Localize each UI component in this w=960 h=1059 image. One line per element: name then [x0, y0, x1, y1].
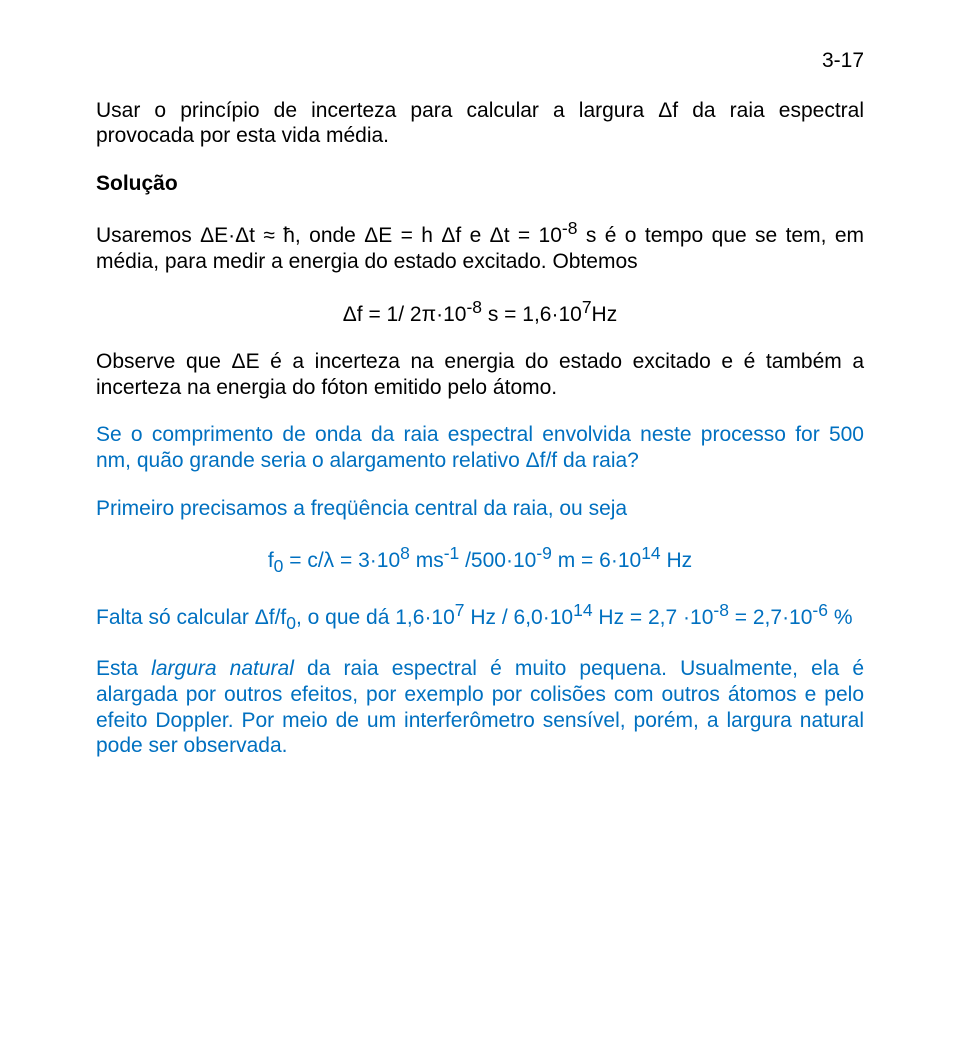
text: m = 6·10 [552, 549, 641, 572]
paragraph-calc: Falta só calcular Δf/f0, o que dá 1,6·10… [96, 600, 864, 635]
page-number: 3-17 [96, 48, 864, 74]
exponent: 14 [641, 543, 660, 563]
text: , o que dá 1,6·10 [296, 606, 455, 629]
exponent: -6 [812, 600, 828, 620]
text: Hz [661, 549, 693, 572]
term-largura-natural: largura natural [151, 657, 294, 680]
formula-f0: f0 = c/λ = 3·108 ms-1 /500·10-9 m = 6·10… [96, 543, 864, 578]
text: ms [410, 549, 444, 572]
text: = 2,7·10 [729, 606, 812, 629]
exponent: 8 [400, 543, 410, 563]
exponent: -8 [713, 600, 729, 620]
paragraph-observe: Observe que ΔE é a incerteza na energia … [96, 349, 864, 400]
subscript: 0 [274, 557, 284, 577]
exponent: 7 [582, 297, 592, 317]
exponent: -8 [562, 218, 578, 238]
subscript: 0 [286, 613, 296, 633]
exponent: -8 [466, 297, 482, 317]
text: Esta [96, 657, 151, 680]
text: Hz = 2,7 ·10 [593, 606, 714, 629]
exponent: -9 [536, 543, 552, 563]
text: /500·10 [459, 549, 536, 572]
formula-delta-f: Δf = 1/ 2π·10-8 s = 1,6·107Hz [96, 297, 864, 328]
paragraph-conclusion: Esta largura natural da raia espectral é… [96, 656, 864, 758]
paragraph-need-frequency: Primeiro precisamos a freqüência central… [96, 496, 864, 522]
paragraph-intro: Usar o princípio de incerteza para calcu… [96, 98, 864, 149]
text: Usaremos ΔE·Δt ≈ ħ, onde ΔE = h Δf e Δt … [96, 224, 562, 247]
exponent: 14 [573, 600, 592, 620]
text: s = 1,6·10 [482, 303, 582, 326]
solution-heading: Solução [96, 171, 864, 197]
page: 3-17 Usar o princípio de incerteza para … [0, 0, 960, 1059]
paragraph-question: Se o comprimento de onda da raia espectr… [96, 422, 864, 473]
text: Hz [592, 303, 618, 326]
text: Falta só calcular Δf/f [96, 606, 286, 629]
text: = c/λ = 3·10 [283, 549, 400, 572]
exponent: 7 [455, 600, 465, 620]
paragraph-setup: Usaremos ΔE·Δt ≈ ħ, onde ΔE = h Δf e Δt … [96, 218, 864, 274]
exponent: -1 [444, 543, 460, 563]
text: Δf = 1/ 2π·10 [343, 303, 467, 326]
text: Hz / 6,0·10 [465, 606, 574, 629]
text: % [828, 606, 853, 629]
